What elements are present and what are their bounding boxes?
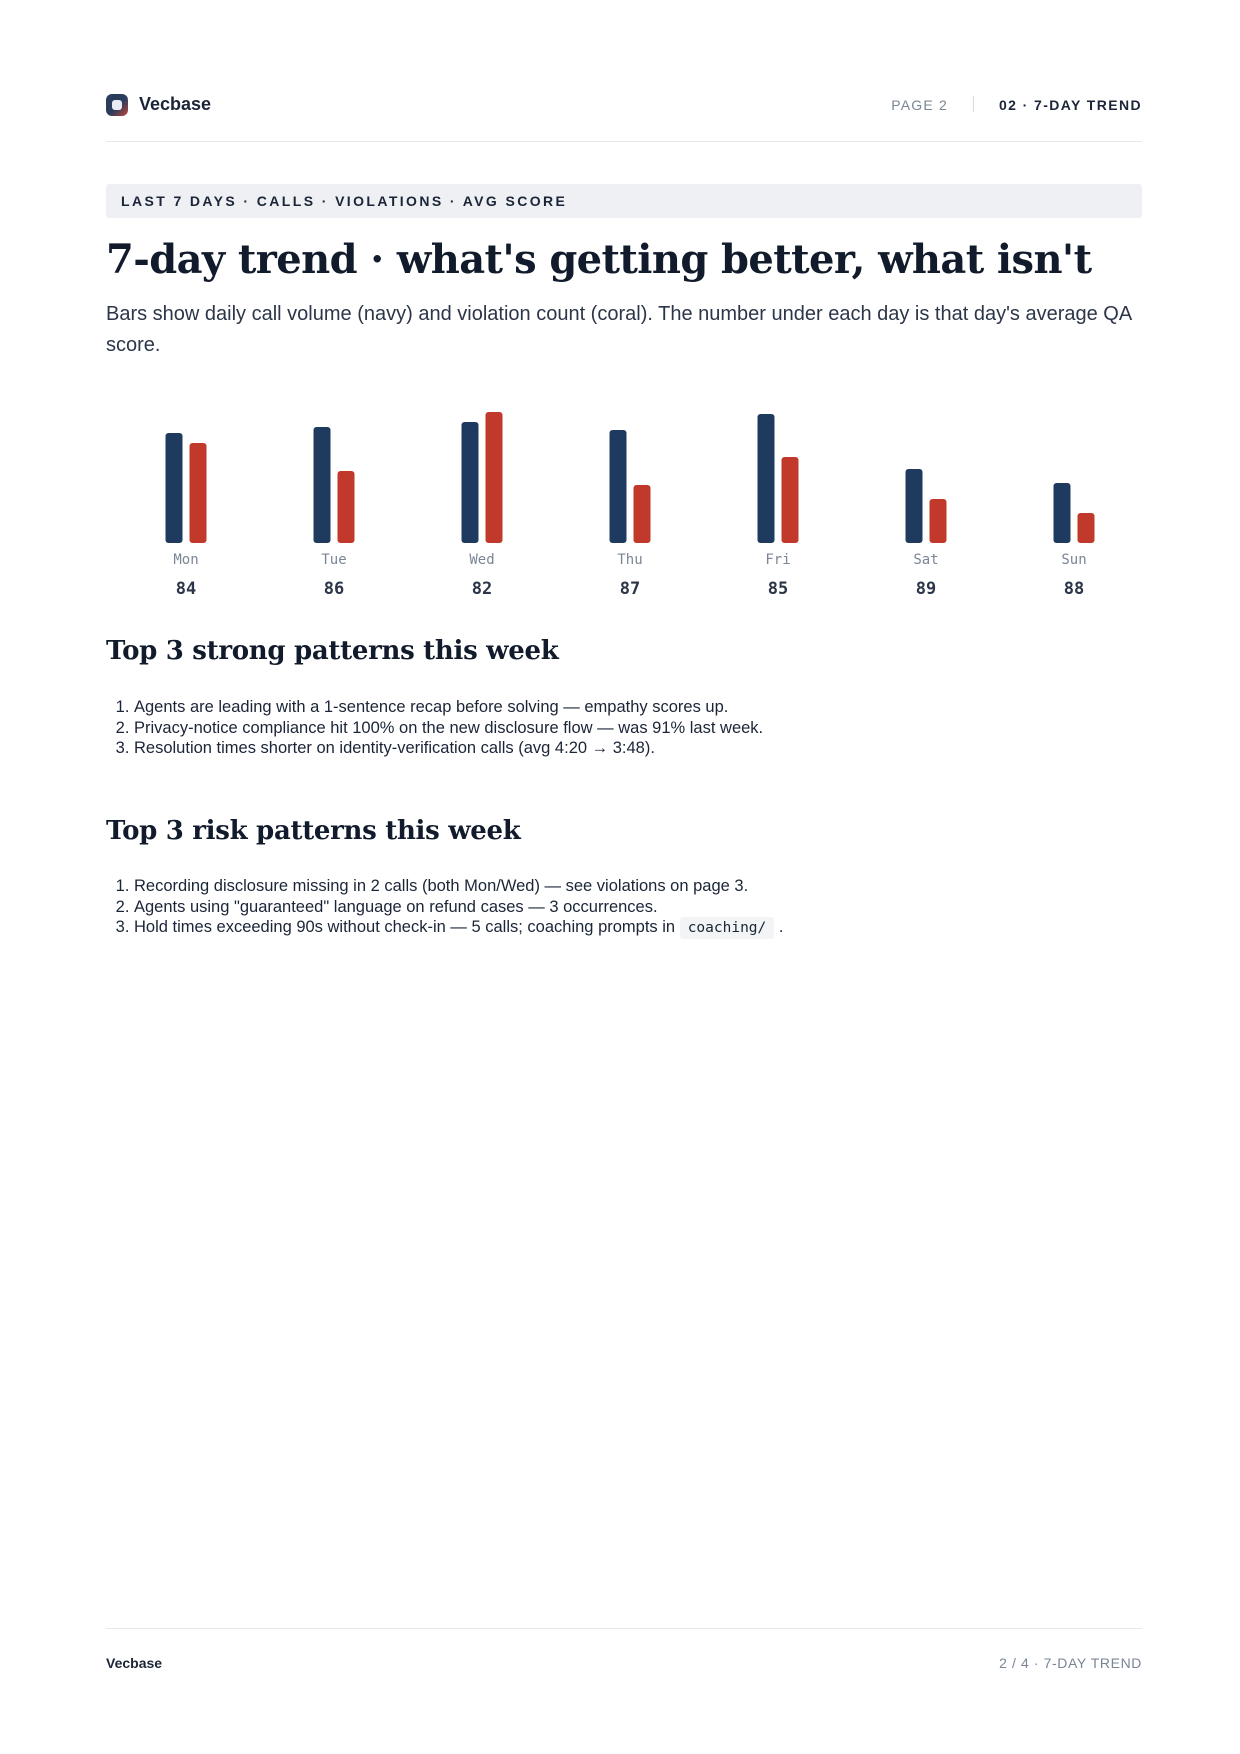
calls-bar xyxy=(905,469,923,543)
page-header: Vecbase PAGE 2 02 · 7-DAY TREND xyxy=(106,90,1142,120)
kicker-band: LAST 7 DAYS · CALLS · VIOLATIONS · AVG S… xyxy=(106,184,1142,218)
risk-patterns-list: Recording disclosure missing in 2 calls … xyxy=(106,876,783,939)
footer-rule xyxy=(106,1628,1142,1629)
avg-score-label: 84 xyxy=(176,579,196,599)
risk-pattern-item: Hold times exceeding 90s without check-i… xyxy=(134,917,783,939)
page-label: PAGE 2 xyxy=(891,97,948,113)
day-label: Sat xyxy=(913,552,938,568)
day-label: Fri xyxy=(765,552,790,568)
avg-score-label: 86 xyxy=(324,579,344,599)
strong-pattern-item: Privacy-notice compliance hit 100% on th… xyxy=(134,718,763,739)
calls-bar xyxy=(165,433,183,543)
header-rule xyxy=(106,141,1142,142)
violations-bar xyxy=(485,412,503,543)
section-label: 02 · 7-DAY TREND xyxy=(999,97,1142,113)
violations-bar xyxy=(929,499,947,543)
violations-bar xyxy=(633,485,651,543)
risk-pattern-item: Recording disclosure missing in 2 calls … xyxy=(134,876,783,897)
violations-bar xyxy=(337,471,355,543)
calls-bar xyxy=(313,427,331,543)
footer-page-info: 2 / 4 · 7-DAY TREND xyxy=(999,1655,1142,1671)
kicker-text: LAST 7 DAYS · CALLS · VIOLATIONS · AVG S… xyxy=(121,193,568,209)
avg-score-label: 89 xyxy=(916,579,936,599)
day-label: Wed xyxy=(469,552,494,568)
lede-paragraph: Bars show daily call volume (navy) and v… xyxy=(106,303,1132,356)
strong-pattern-item: Agents are leading with a 1-sentence rec… xyxy=(134,697,763,718)
page-title: 7-day trend · what's getting better, wha… xyxy=(106,236,1092,283)
day-label: Mon xyxy=(173,552,198,568)
risk-pattern-text: Hold times exceeding 90s without check-i… xyxy=(134,918,676,936)
violations-bar xyxy=(189,443,207,543)
footer-brand: Vecbase xyxy=(106,1655,163,1671)
avg-score-label: 85 xyxy=(768,579,788,599)
day-label: Tue xyxy=(321,552,346,568)
brand-logo-icon xyxy=(106,94,128,116)
report-page: Vecbase PAGE 2 02 · 7-DAY TREND LAST 7 D… xyxy=(106,0,1142,1754)
coaching-path-code: coaching/ xyxy=(679,917,775,939)
day-label: Sun xyxy=(1061,552,1086,568)
violations-bar xyxy=(1077,513,1095,543)
trend-chart-svg: Mon 84 Tue 86 Wed 82 Thu 87 Fri 85 Sat 89 Sun 88 xyxy=(165,412,1095,599)
calls-bar xyxy=(461,422,479,543)
avg-score-label: 88 xyxy=(1064,579,1084,599)
calls-bar xyxy=(609,430,627,543)
header-divider xyxy=(973,96,974,112)
trend-chart: Mon 84 Tue 86 Wed 82 Thu 87 Fri 85 Sat 89 Sun 88 xyxy=(106,400,1142,610)
calls-bar xyxy=(757,414,775,543)
strong-patterns-list: Agents are leading with a 1-sentence rec… xyxy=(106,697,763,759)
risk-pattern-tail: . xyxy=(778,918,784,936)
calls-bar xyxy=(1053,483,1071,543)
brand-name: Vecbase xyxy=(139,94,212,114)
avg-score-label: 87 xyxy=(620,579,640,599)
strong-patterns-heading: Top 3 strong patterns this week xyxy=(106,636,559,666)
avg-score-label: 82 xyxy=(472,579,492,599)
risk-pattern-item: Agents using "guaranteed" language on re… xyxy=(134,897,783,918)
day-label: Thu xyxy=(617,552,642,568)
strong-pattern-item: Resolution times shorter on identity-ver… xyxy=(134,738,763,759)
violations-bar xyxy=(781,457,799,543)
risk-patterns-heading: Top 3 risk patterns this week xyxy=(106,816,521,846)
